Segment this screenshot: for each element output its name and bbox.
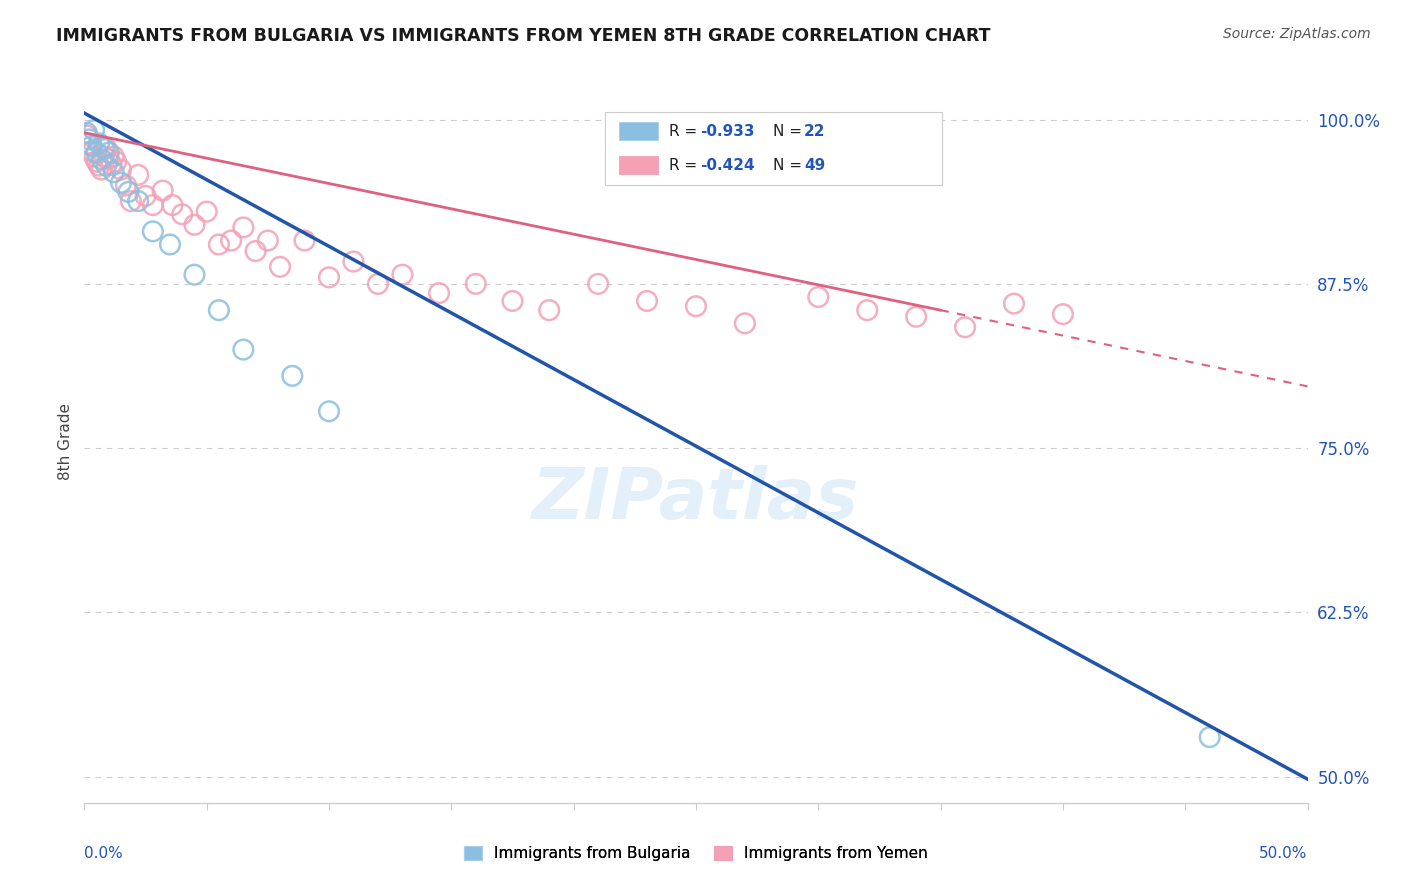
Text: IMMIGRANTS FROM BULGARIA VS IMMIGRANTS FROM YEMEN 8TH GRADE CORRELATION CHART: IMMIGRANTS FROM BULGARIA VS IMMIGRANTS F… [56, 27, 991, 45]
Point [142, 198, 165, 212]
Text: -0.424: -0.424 [700, 158, 755, 172]
Point [86, 154, 108, 169]
Point [97, 152, 120, 166]
Point [152, 184, 174, 198]
Point [502, 293, 524, 308]
Y-axis label: 8th Grade: 8th Grade [58, 403, 73, 480]
Text: 50.0%: 50.0% [1260, 847, 1308, 861]
Point [80, 139, 103, 153]
Point [685, 299, 707, 313]
Point [93, 149, 115, 163]
Point [115, 178, 138, 193]
Point [87, 136, 110, 151]
Text: R =: R = [669, 124, 703, 138]
Point [318, 404, 340, 418]
Point [219, 234, 242, 248]
Point [905, 310, 928, 324]
Point [257, 234, 280, 248]
Point [127, 168, 149, 182]
Point [77, 136, 100, 151]
Point [120, 194, 142, 208]
Point [183, 268, 205, 282]
Point [87, 159, 110, 173]
Point [142, 224, 165, 238]
Point [83, 123, 105, 137]
Point [342, 254, 364, 268]
Point [76, 126, 98, 140]
Point [636, 293, 658, 308]
Point [208, 303, 231, 318]
Text: 0.0%: 0.0% [84, 847, 124, 861]
Point [318, 270, 340, 285]
Point [294, 234, 316, 248]
Point [103, 149, 125, 163]
Point [77, 132, 100, 146]
Text: R =: R = [669, 158, 703, 172]
Point [183, 218, 205, 232]
Point [269, 260, 291, 274]
Text: N =: N = [773, 158, 807, 172]
Point [162, 198, 184, 212]
Point [159, 237, 181, 252]
Point [90, 152, 112, 166]
Point [1052, 307, 1074, 321]
Point [1002, 296, 1025, 310]
Point [538, 303, 561, 318]
Point [105, 154, 128, 169]
Point [427, 286, 450, 301]
Text: Source: ZipAtlas.com: Source: ZipAtlas.com [1223, 27, 1371, 41]
Point [464, 277, 486, 291]
Point [232, 343, 254, 357]
Point [127, 194, 149, 208]
Point [86, 145, 108, 160]
Point [367, 277, 389, 291]
Text: 22: 22 [804, 124, 825, 138]
Point [110, 176, 132, 190]
Point [97, 145, 120, 160]
Point [117, 185, 139, 199]
Text: -0.933: -0.933 [700, 124, 755, 138]
Point [76, 128, 98, 143]
Point [281, 368, 304, 383]
Point [807, 290, 830, 304]
Point [208, 237, 231, 252]
Point [135, 189, 157, 203]
Point [83, 149, 105, 163]
Point [90, 162, 112, 177]
Point [586, 277, 609, 291]
Point [93, 142, 115, 156]
Text: ZIPatlas: ZIPatlas [533, 465, 859, 533]
Point [245, 244, 267, 258]
Legend: Immigrants from Bulgaria, Immigrants from Yemen: Immigrants from Bulgaria, Immigrants fro… [458, 840, 934, 867]
Point [856, 303, 879, 318]
Point [100, 157, 122, 171]
Point [232, 220, 254, 235]
Point [195, 204, 218, 219]
Point [80, 145, 103, 159]
Point [96, 159, 118, 173]
Text: N =: N = [773, 124, 807, 138]
Point [172, 207, 194, 221]
Point [734, 316, 756, 330]
Point [96, 142, 118, 156]
Point [103, 165, 125, 179]
Point [1198, 730, 1220, 744]
Point [391, 268, 413, 282]
Text: 49: 49 [804, 158, 825, 172]
Point [953, 320, 976, 334]
Point [110, 162, 132, 177]
